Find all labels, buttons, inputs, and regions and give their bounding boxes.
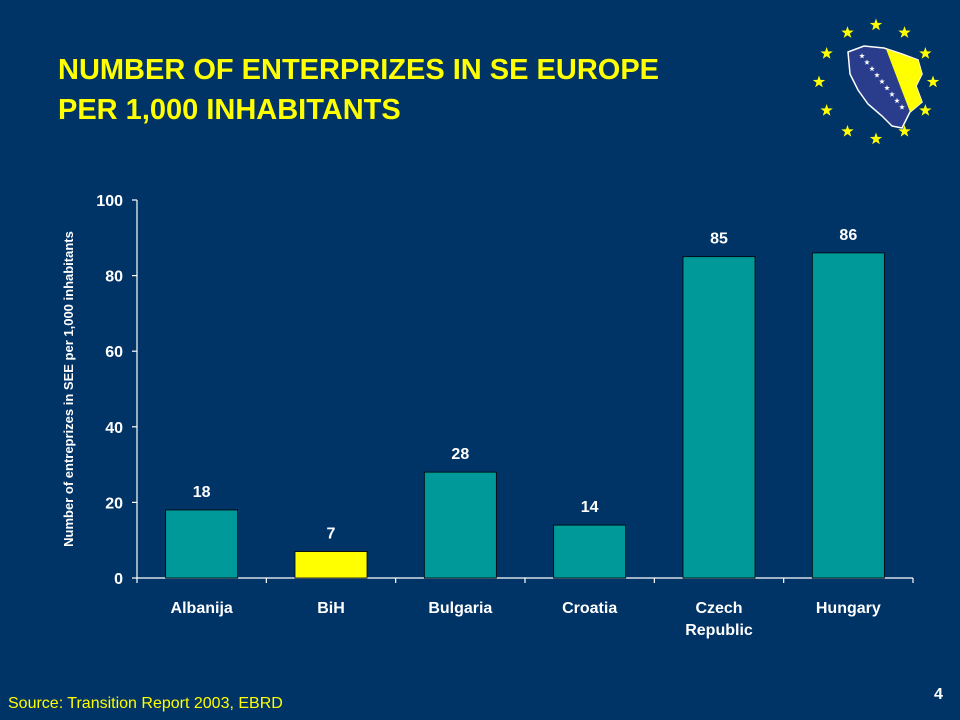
data-label: 18	[193, 484, 211, 501]
eu-star-icon	[919, 47, 932, 59]
map-star-icon	[894, 97, 900, 104]
bars	[165, 252, 885, 579]
title-line-1: NUMBER OF ENTERPRIZES IN SE EUROPE	[58, 54, 660, 86]
x-tick-label: Hungary	[816, 600, 881, 617]
data-label: 86	[839, 227, 857, 244]
y-tick-label: 80	[105, 269, 123, 286]
eu-star-icon	[869, 18, 883, 31]
data-label: 7	[327, 526, 336, 543]
map-star-icon	[884, 85, 890, 91]
data-label: 28	[451, 446, 469, 463]
eu-star-icon	[820, 104, 833, 116]
eu-star-icon	[841, 124, 854, 137]
x-tick-labels: Albanija BiH Bulgaria Croatia Czech Republic H…	[136, 578, 914, 639]
map-star-icon	[889, 91, 895, 97]
bosnia-yellow-triangle	[886, 49, 922, 112]
map-star-icon	[879, 78, 885, 85]
map-star-icon	[859, 53, 865, 59]
page-number: 4	[934, 686, 943, 703]
bar-czech-republic	[682, 256, 756, 579]
eu-star-icon	[926, 75, 940, 88]
data-labels: 18 7 28 14 85 86	[193, 227, 858, 543]
eu-star-icon	[869, 132, 883, 145]
eu-star-icon	[898, 26, 911, 38]
eu-star-icon	[919, 104, 932, 116]
eu-stars	[812, 18, 940, 145]
title-line-2: PER 1,000 INHABITANTS	[58, 94, 401, 126]
y-tick-label: 0	[114, 571, 123, 588]
y-tick-label: 60	[105, 344, 123, 361]
x-tick-label: Croatia	[562, 600, 617, 617]
x-tick-label: Bulgaria	[428, 600, 492, 617]
bar-hungary	[811, 252, 885, 579]
map-stars	[859, 53, 905, 110]
map-star-icon	[874, 72, 880, 78]
y-tick-label: 100	[96, 193, 123, 210]
bar-bulgaria	[423, 471, 497, 579]
eu-star-icon	[841, 26, 854, 38]
eu-star-icon	[820, 47, 833, 59]
y-ticks: 0 20 40 60 80 100	[96, 193, 137, 588]
source-note: Source: Transition Report 2003, EBRD	[8, 695, 283, 712]
map-star-icon	[869, 65, 875, 72]
eu-star-icon	[812, 75, 826, 88]
map-star-icon	[864, 59, 870, 65]
x-tick-label: BiH	[317, 600, 345, 617]
map-star-icon	[899, 104, 905, 110]
y-tick-label: 20	[105, 495, 123, 512]
y-tick-label: 40	[105, 420, 123, 437]
eu-star-icon	[898, 124, 911, 137]
x-tick-label: Republic	[685, 622, 753, 639]
eu-bosnia-flag-icon	[812, 18, 940, 145]
y-axis-label: Number of entreprizes in SEE per 1,000 i…	[61, 231, 76, 547]
chart-axes	[136, 200, 913, 579]
data-label: 14	[581, 499, 599, 516]
x-tick-label: Albanija	[171, 600, 233, 617]
x-tick-label: Czech	[695, 600, 742, 617]
bar-albanija	[165, 509, 239, 579]
data-label: 85	[710, 231, 728, 248]
bar-chart: Number of entreprizes in SEE per 1,000 i…	[61, 193, 914, 639]
bar-croatia	[553, 524, 627, 579]
slide-title: NUMBER OF ENTERPRIZES IN SE EUROPE PER 1…	[58, 50, 659, 130]
bar-bih	[294, 551, 368, 579]
